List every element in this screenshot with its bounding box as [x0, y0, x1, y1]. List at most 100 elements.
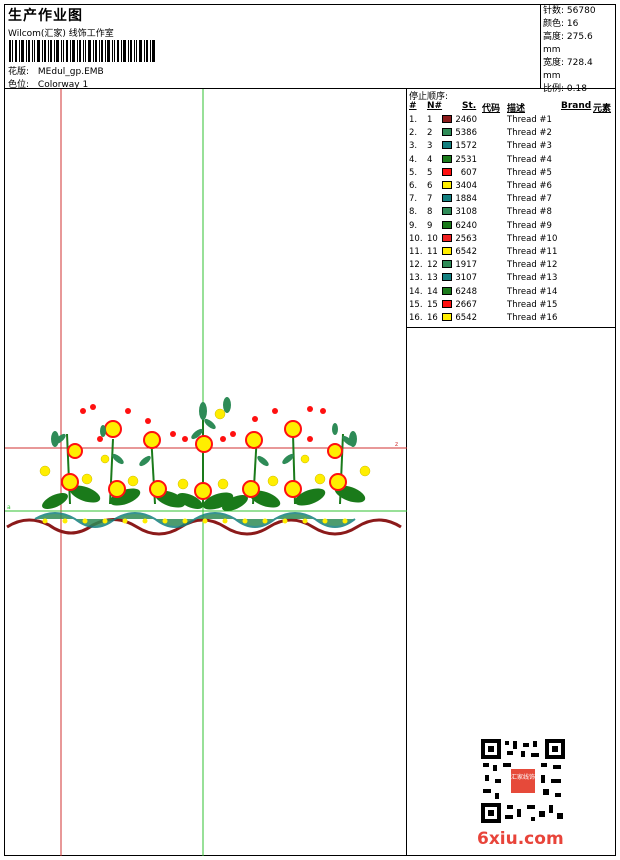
- row-desc: Thread #2: [507, 128, 552, 139]
- row-stitches: 2563: [455, 233, 477, 244]
- row-stitches: 3108: [455, 207, 477, 218]
- color-swatch: [442, 207, 452, 216]
- colorway-value: Colorway 1: [37, 80, 89, 90]
- row-index: 9.: [409, 220, 418, 231]
- studio-subtitle: Wilcom(汇家) 线饰工作室: [8, 29, 114, 39]
- design-label: 花版:: [8, 67, 30, 77]
- row-desc: Thread #5: [507, 167, 552, 178]
- row-index: 13.: [409, 273, 423, 284]
- row-stitches: 6240: [455, 220, 477, 231]
- row-n: 5: [427, 167, 433, 178]
- thread-row[interactable]: 13. 13 3107 Thread #13: [407, 273, 615, 286]
- color-swatch: [442, 247, 452, 255]
- row-n: 9: [427, 220, 433, 231]
- row-desc: Thread #16: [507, 313, 558, 323]
- thread-row[interactable]: 11. 11 6542 Thread #11: [407, 247, 615, 260]
- row-stitches: 3404: [455, 181, 477, 191]
- row-index: 15.: [409, 299, 423, 310]
- row-desc: Thread #8: [507, 207, 552, 218]
- row-index: 5.: [409, 167, 418, 178]
- color-swatch: [442, 154, 452, 163]
- row-stitches: 2667: [455, 299, 477, 310]
- design-row: 花版: MEdul_gp.EMB: [8, 64, 104, 77]
- star-flowers: [39, 408, 371, 490]
- stat-stitches: 针数: 56780: [543, 6, 596, 16]
- design-canvas[interactable]: a z: [5, 89, 407, 856]
- row-desc: Thread #1: [507, 115, 552, 125]
- stats-panel: 针数: 56780 颜色: 16 高度: 275.6 mm 宽度: 728.4 …: [540, 5, 615, 94]
- colorway-row: 色位: Colorway 1: [8, 77, 88, 90]
- row-stitches: 5386: [455, 128, 477, 139]
- thread-row[interactable]: 7. 7 1884 Thread #7: [407, 194, 615, 207]
- row-desc: Thread #13: [507, 273, 558, 284]
- row-n: 2: [427, 128, 433, 139]
- row-index: 11.: [409, 247, 423, 257]
- thread-row[interactable]: 3. 3 1572 Thread #3: [407, 141, 615, 154]
- col-st: St.: [462, 101, 477, 111]
- design-filename: MEdul_gp.EMB: [37, 67, 104, 77]
- row-n: 3: [427, 141, 433, 152]
- color-swatch: [442, 273, 452, 282]
- row-n: 10: [427, 233, 438, 244]
- row-stitches: 2531: [455, 154, 477, 165]
- row-desc: Thread #6: [507, 181, 552, 191]
- row-n: 6: [427, 181, 433, 191]
- stat-width: 宽度: 728.4 mm: [543, 58, 593, 81]
- thread-row[interactable]: 6. 6 3404 Thread #6: [407, 181, 615, 194]
- thread-row[interactable]: 4. 4 2531 Thread #4: [407, 154, 615, 168]
- row-n: 14: [427, 286, 438, 297]
- row-index: 8.: [409, 207, 418, 218]
- color-swatch: [442, 167, 452, 176]
- row-desc: Thread #12: [507, 260, 558, 271]
- thread-row[interactable]: 10. 10 2563 Thread #10: [407, 233, 615, 247]
- row-n: 15: [427, 299, 438, 310]
- row-n: 11: [427, 247, 438, 257]
- row-desc: Thread #15: [507, 299, 558, 310]
- thread-row[interactable]: 2. 2 5386 Thread #2: [407, 128, 615, 141]
- row-stitches: 607: [460, 167, 477, 178]
- color-swatch: [442, 115, 452, 123]
- row-stitches: 6248: [455, 286, 477, 297]
- row-stitches: 2460: [455, 115, 477, 125]
- row-index: 7.: [409, 194, 418, 205]
- thread-row[interactable]: 16. 16 6542 Thread #16: [407, 313, 615, 326]
- page-frame: [4, 4, 616, 856]
- row-n: 12: [427, 260, 438, 271]
- leaves: [42, 485, 366, 512]
- row-index: 10.: [409, 233, 423, 244]
- marker-right: z: [395, 441, 398, 448]
- color-swatch: [442, 286, 452, 295]
- color-swatch: [442, 299, 452, 308]
- thread-row[interactable]: 1. 1 2460 Thread #1: [407, 115, 615, 128]
- header: 生产作业图 Wilcom(汇家) 线饰工作室 花版: MEdul_gp.EMB …: [5, 5, 540, 90]
- thread-row[interactable]: 12. 12 1917 Thread #12: [407, 260, 615, 273]
- row-n: 8: [427, 207, 433, 218]
- thread-row[interactable]: 15. 15 2667 Thread #15: [407, 299, 615, 313]
- main-flowers: [61, 420, 347, 500]
- row-stitches: 1884: [455, 194, 477, 205]
- col-n: N#: [427, 101, 443, 111]
- qr-code-icon: 汇家线饰: [481, 739, 565, 823]
- color-swatch: [442, 260, 452, 269]
- stat-scale: 比例: 0.18: [543, 84, 587, 94]
- row-desc: Thread #3: [507, 141, 552, 152]
- thread-row[interactable]: 14. 14 6248 Thread #14: [407, 286, 615, 300]
- row-desc: Thread #14: [507, 286, 558, 297]
- row-n: 16: [427, 313, 438, 323]
- thread-row[interactable]: 5. 5 607 Thread #5: [407, 167, 615, 181]
- red-dots: [80, 404, 326, 442]
- row-stitches: 1572: [455, 141, 477, 152]
- row-n: 7: [427, 194, 433, 205]
- small-leaves: [54, 418, 354, 467]
- barcode-icon: [9, 40, 155, 62]
- row-stitches: 6542: [455, 313, 477, 323]
- row-n: 13: [427, 273, 438, 284]
- row-desc: Thread #11: [507, 247, 558, 257]
- row-index: 6.: [409, 181, 418, 191]
- embroidery-preview: a z: [5, 89, 407, 856]
- row-index: 4.: [409, 154, 418, 165]
- row-desc: Thread #4: [507, 154, 552, 165]
- thread-row[interactable]: 8. 8 3108 Thread #8: [407, 207, 615, 220]
- stop-sequence-label: 停止顺序:: [409, 92, 449, 102]
- thread-row[interactable]: 9. 9 6240 Thread #9: [407, 220, 615, 234]
